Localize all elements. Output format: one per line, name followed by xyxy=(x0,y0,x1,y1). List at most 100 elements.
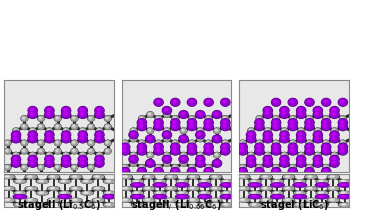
Circle shape xyxy=(305,98,314,106)
Circle shape xyxy=(29,160,37,167)
Circle shape xyxy=(223,124,226,127)
Circle shape xyxy=(298,137,304,141)
Circle shape xyxy=(147,112,153,117)
Circle shape xyxy=(3,187,14,190)
Circle shape xyxy=(81,180,93,183)
Circle shape xyxy=(222,116,228,121)
Circle shape xyxy=(146,160,155,167)
Circle shape xyxy=(156,124,159,127)
Circle shape xyxy=(47,162,50,164)
Circle shape xyxy=(306,99,314,106)
Circle shape xyxy=(89,166,92,168)
Circle shape xyxy=(149,154,151,156)
Circle shape xyxy=(122,148,128,154)
Circle shape xyxy=(88,116,95,121)
Circle shape xyxy=(139,116,145,121)
Circle shape xyxy=(56,117,58,119)
Circle shape xyxy=(63,112,69,117)
Circle shape xyxy=(95,131,104,139)
Circle shape xyxy=(59,180,71,183)
Circle shape xyxy=(123,150,126,152)
Circle shape xyxy=(296,111,306,118)
Circle shape xyxy=(265,108,268,111)
Circle shape xyxy=(324,149,327,152)
Circle shape xyxy=(180,152,187,158)
Circle shape xyxy=(315,137,321,141)
Circle shape xyxy=(248,183,262,187)
Circle shape xyxy=(64,157,67,160)
Circle shape xyxy=(323,165,330,170)
Circle shape xyxy=(30,137,36,141)
Circle shape xyxy=(306,148,314,155)
Circle shape xyxy=(181,157,184,160)
Circle shape xyxy=(313,155,322,163)
Circle shape xyxy=(3,198,14,202)
Circle shape xyxy=(214,136,220,142)
Circle shape xyxy=(263,187,267,189)
Circle shape xyxy=(223,195,228,197)
Circle shape xyxy=(84,204,88,205)
Circle shape xyxy=(305,119,314,126)
Circle shape xyxy=(282,108,285,111)
Circle shape xyxy=(71,140,78,146)
Circle shape xyxy=(239,148,247,155)
Circle shape xyxy=(272,203,283,207)
Circle shape xyxy=(132,129,134,131)
Circle shape xyxy=(154,167,163,175)
Circle shape xyxy=(257,145,260,148)
Circle shape xyxy=(134,184,138,185)
Circle shape xyxy=(13,195,27,199)
Circle shape xyxy=(30,133,33,135)
Circle shape xyxy=(341,125,343,127)
Circle shape xyxy=(291,150,293,152)
Circle shape xyxy=(315,112,321,117)
Circle shape xyxy=(190,117,192,119)
Circle shape xyxy=(307,149,312,154)
Circle shape xyxy=(207,125,209,127)
Circle shape xyxy=(95,187,99,189)
Circle shape xyxy=(190,199,194,200)
Circle shape xyxy=(204,98,213,106)
Circle shape xyxy=(177,192,188,195)
Circle shape xyxy=(134,180,138,182)
Circle shape xyxy=(147,128,153,133)
Circle shape xyxy=(3,175,14,178)
Circle shape xyxy=(166,175,176,178)
Circle shape xyxy=(272,192,283,195)
Circle shape xyxy=(282,157,285,160)
Circle shape xyxy=(247,131,255,138)
Circle shape xyxy=(131,137,137,141)
Circle shape xyxy=(339,192,350,195)
Circle shape xyxy=(341,150,343,152)
Circle shape xyxy=(37,203,48,206)
Circle shape xyxy=(313,131,322,139)
Circle shape xyxy=(307,149,310,152)
Circle shape xyxy=(147,161,153,166)
Circle shape xyxy=(328,198,339,202)
Circle shape xyxy=(298,136,304,142)
Circle shape xyxy=(338,123,347,131)
Circle shape xyxy=(305,143,314,151)
Circle shape xyxy=(13,153,19,158)
Circle shape xyxy=(314,160,322,167)
Circle shape xyxy=(272,180,283,183)
Circle shape xyxy=(157,125,159,127)
Circle shape xyxy=(181,112,187,117)
Circle shape xyxy=(79,131,87,138)
Circle shape xyxy=(154,148,163,155)
Circle shape xyxy=(248,128,254,134)
Circle shape xyxy=(196,155,205,163)
Circle shape xyxy=(211,175,221,178)
Circle shape xyxy=(171,144,179,150)
Circle shape xyxy=(14,180,26,183)
Circle shape xyxy=(281,137,287,141)
Circle shape xyxy=(89,117,92,119)
Circle shape xyxy=(299,108,302,111)
Circle shape xyxy=(290,100,293,103)
Circle shape xyxy=(64,162,66,164)
Circle shape xyxy=(212,187,217,189)
Circle shape xyxy=(147,128,154,134)
Circle shape xyxy=(249,129,251,131)
Circle shape xyxy=(189,124,195,129)
Circle shape xyxy=(270,195,284,199)
